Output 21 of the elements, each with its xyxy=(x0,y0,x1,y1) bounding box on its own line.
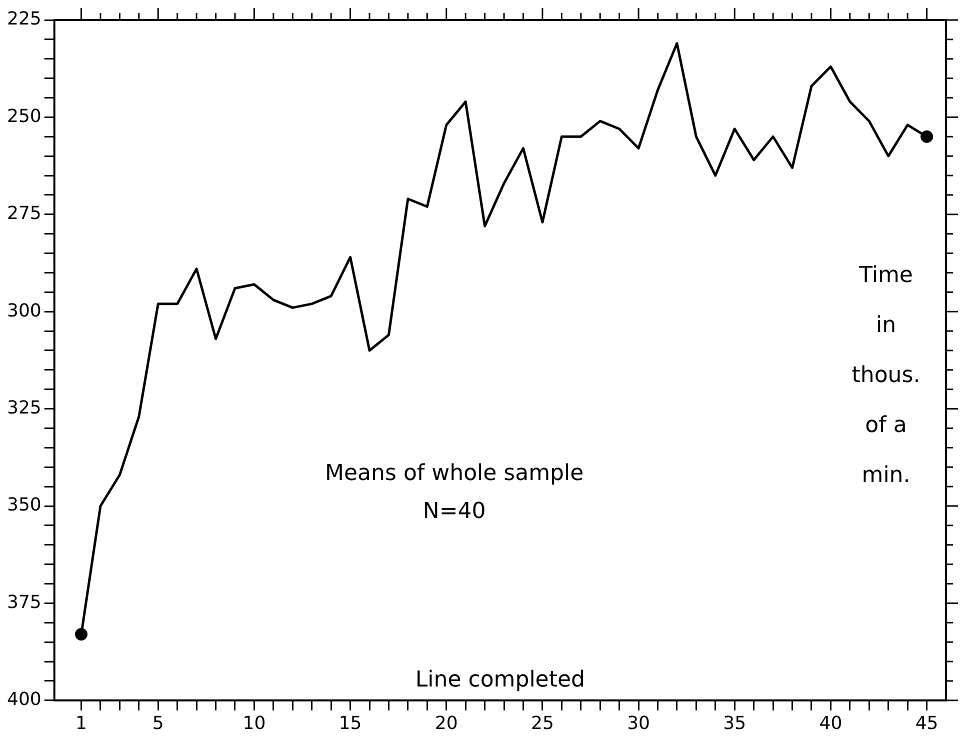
y-tick-label: 325 xyxy=(6,397,42,418)
y-tick-label: 275 xyxy=(6,203,42,224)
y-tick-label: 375 xyxy=(6,592,42,613)
x-tick-label: 5 xyxy=(152,712,164,734)
x-tick-label: 10 xyxy=(242,712,266,734)
y-tick-label: 225 xyxy=(6,8,42,30)
annotation: Means of whole sample N=40 xyxy=(325,461,584,524)
x-tick-label: 40 xyxy=(819,712,842,734)
x-tick-label: 1 xyxy=(76,712,87,734)
x-tick-label: 15 xyxy=(338,712,362,734)
x-tick-label: 45 xyxy=(915,712,938,734)
x-tick-label: 35 xyxy=(723,712,746,734)
y-tick-label: 250 xyxy=(6,106,42,127)
y-axis-title: Time in thous. of a min. xyxy=(852,263,920,488)
x-tick-label: 30 xyxy=(627,712,650,734)
x-tick-label: 20 xyxy=(434,712,458,734)
y-tick-label: 300 xyxy=(6,300,42,322)
x-tick-label: 25 xyxy=(531,712,554,734)
x-axis-title: Line completed xyxy=(415,667,585,692)
y-tick-label: 400 xyxy=(6,689,42,710)
y-tick-label: 350 xyxy=(6,494,42,516)
